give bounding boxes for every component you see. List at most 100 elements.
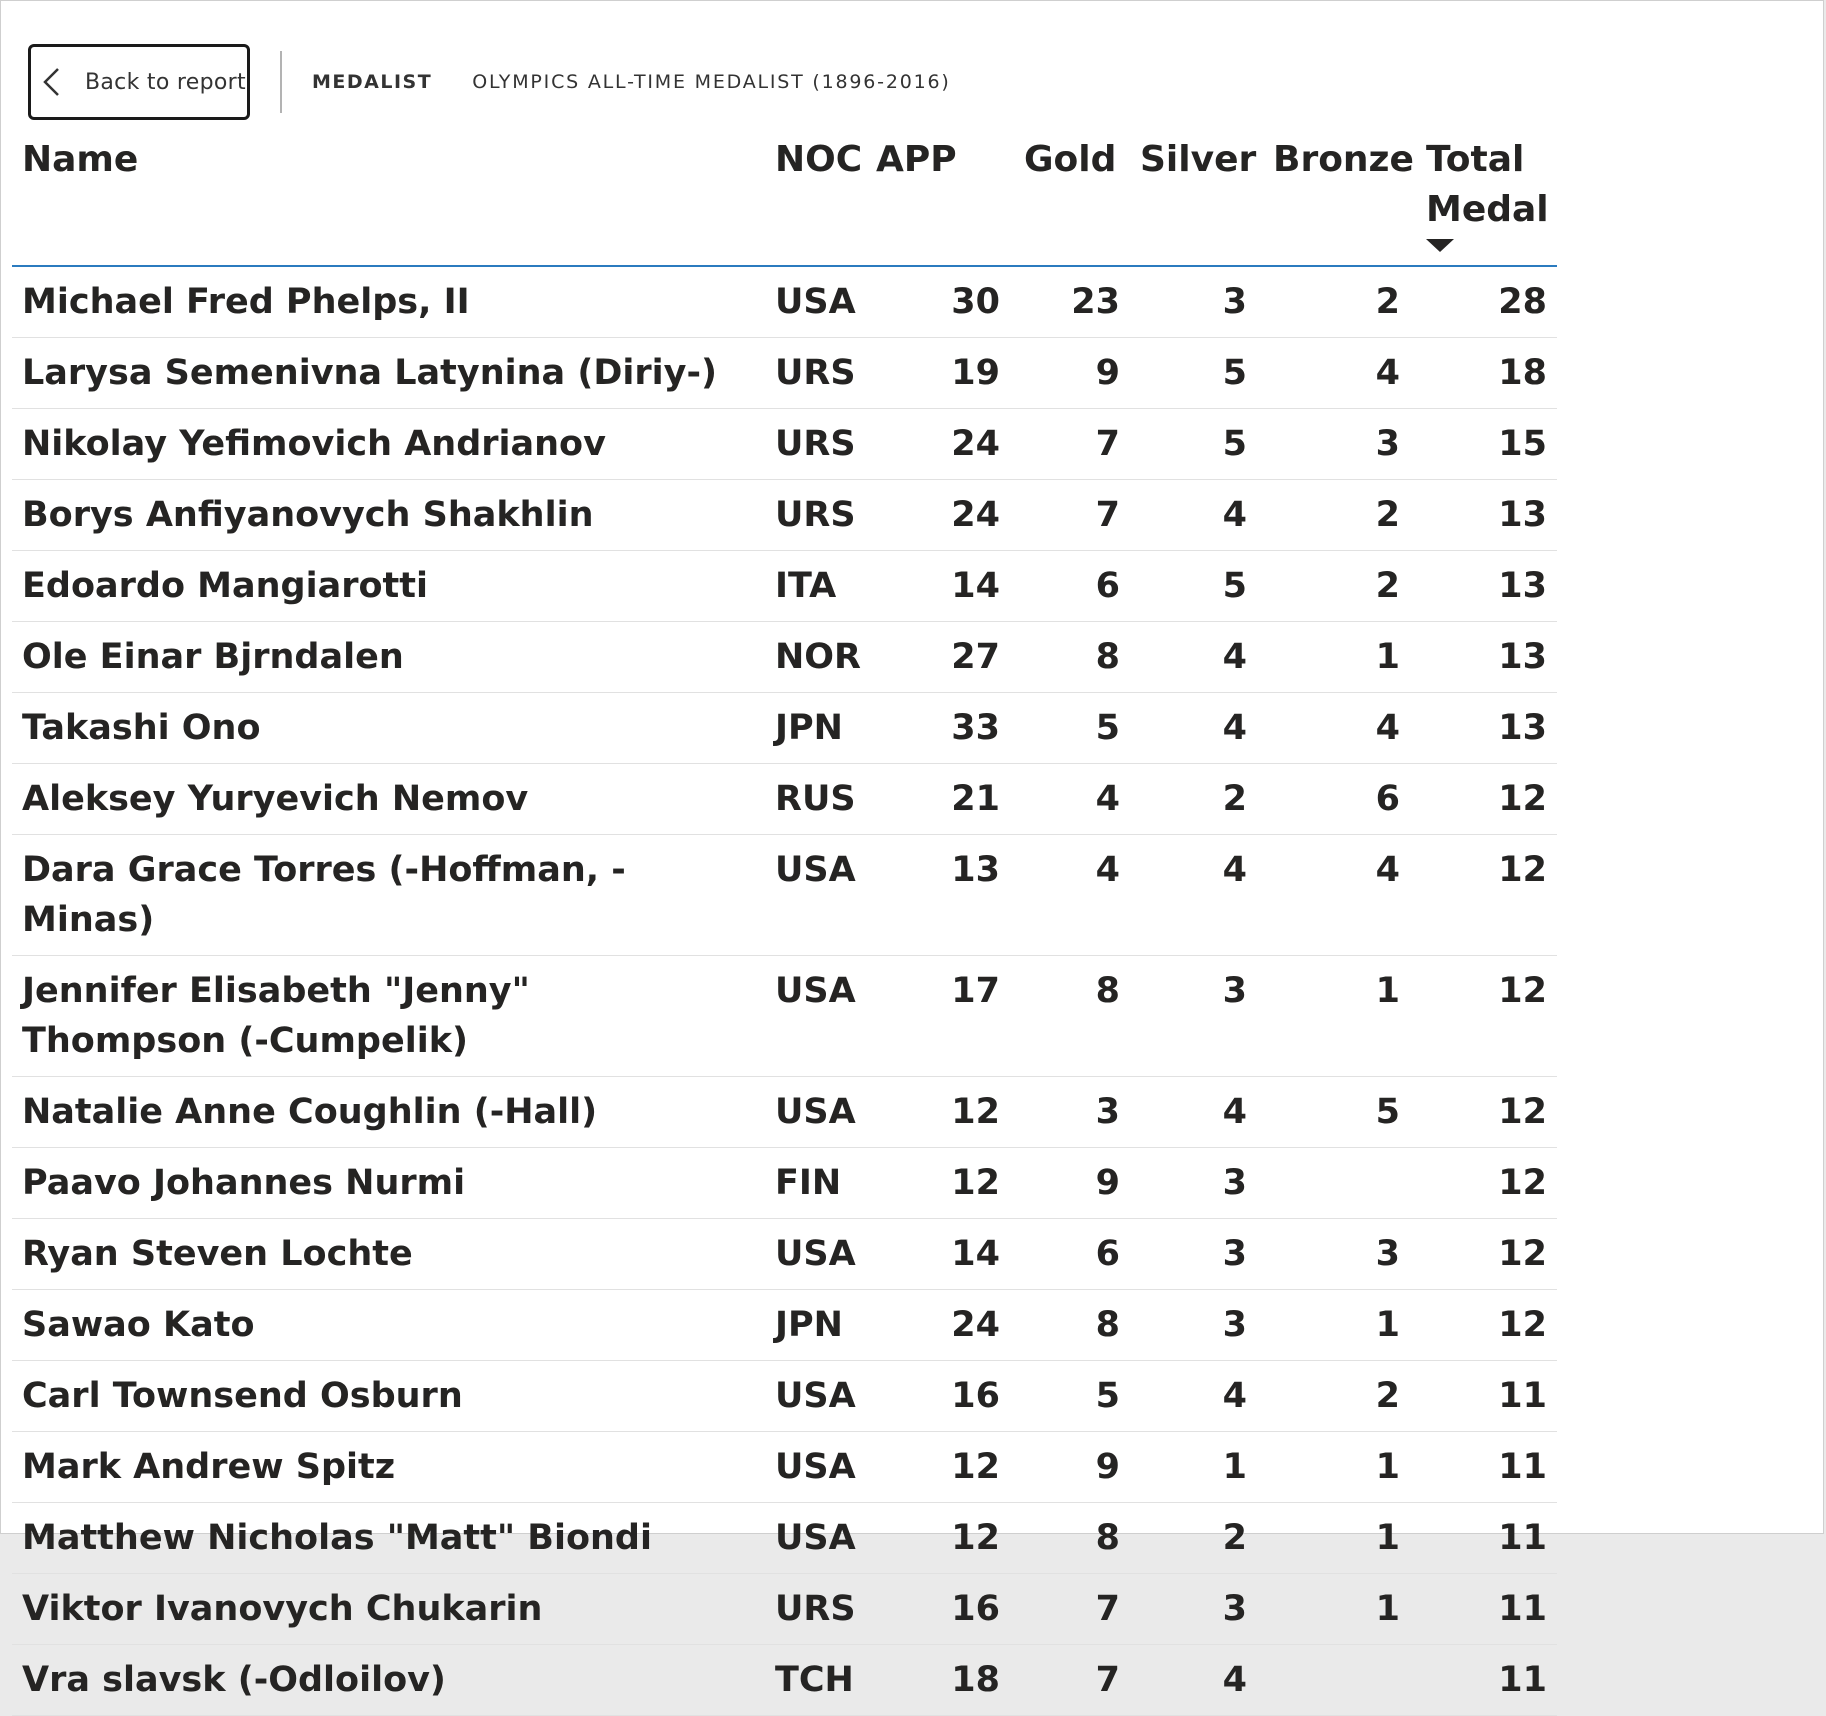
cell-bronze: [1257, 1644, 1410, 1716]
table-row[interactable]: Aleksey Yuryevich Nemov RUS 21 4 2 6 12: [12, 763, 1557, 835]
cell-gold: 23: [1010, 266, 1130, 338]
cell-gold: 8: [1010, 621, 1130, 693]
cell-gold: 7: [1010, 1573, 1130, 1645]
table-row[interactable]: Edoardo Mangiarotti ITA 14 6 5 2 13: [12, 550, 1557, 622]
breadcrumb-page[interactable]: MEDALIST: [312, 71, 433, 93]
column-header-silver[interactable]: Silver: [1130, 135, 1257, 267]
cell-total: 13: [1410, 479, 1557, 551]
cell-gold: 6: [1010, 1218, 1130, 1290]
table-row[interactable]: Dara Grace Torres (-Hoffman, -Minas) USA 1…: [12, 834, 1557, 956]
cell-bronze: 1: [1257, 1502, 1410, 1574]
cell-name: Matthew Nicholas "Matt" Biondi: [12, 1502, 765, 1574]
cell-bronze: 3: [1257, 408, 1410, 480]
cell-silver: 4: [1130, 479, 1257, 551]
cell-name: Jennifer Elisabeth "Jenny" Thompson (-Cu…: [12, 955, 765, 1077]
cell-noc: USA: [765, 1076, 872, 1148]
column-header-bronze[interactable]: Bronze: [1257, 135, 1414, 267]
cell-app: 18: [872, 1644, 1010, 1716]
cell-noc: URS: [765, 1573, 872, 1645]
cell-total: 13: [1410, 692, 1557, 764]
cell-bronze: 4: [1257, 337, 1410, 409]
cell-name: Mark Andrew Spitz: [12, 1431, 765, 1503]
header-row: Name NOC APP Gold Silver Bronze Total Me…: [12, 135, 1557, 267]
cell-total: 13: [1410, 621, 1557, 693]
cell-silver: 2: [1130, 763, 1257, 835]
cell-bronze: [1257, 1147, 1410, 1219]
cell-silver: 5: [1130, 337, 1257, 409]
back-to-report-label: Back to report: [85, 69, 246, 95]
cell-noc: USA: [765, 955, 872, 1077]
cell-total: 12: [1410, 1218, 1557, 1290]
back-to-report-button[interactable]: Back to report: [28, 44, 250, 120]
cell-name: Dara Grace Torres (-Hoffman, -Minas): [12, 834, 765, 956]
table-row[interactable]: Ryan Steven Lochte USA 14 6 3 3 12: [12, 1218, 1557, 1290]
cell-noc: NOR: [765, 621, 872, 693]
cell-app: 12: [872, 1076, 1010, 1148]
cell-total: 11: [1410, 1573, 1557, 1645]
table-row[interactable]: Carl Townsend Osburn USA 16 5 4 2 11: [12, 1360, 1557, 1432]
column-header-app[interactable]: APP: [872, 135, 1010, 267]
cell-noc: ITA: [765, 550, 872, 622]
table-row[interactable]: Sawao Kato JPN 24 8 3 1 12: [12, 1289, 1557, 1361]
table-row[interactable]: Jennifer Elisabeth "Jenny" Thompson (-Cu…: [12, 955, 1557, 1077]
cell-noc: USA: [765, 834, 872, 956]
table-row[interactable]: Larysa Semenivna Latynina (Diriy-) URS 19 9…: [12, 337, 1557, 409]
cell-total: 12: [1410, 763, 1557, 835]
cell-noc: URS: [765, 337, 872, 409]
table-row[interactable]: Vra slavsk (-Odloilov) TCH 18 7 4 11: [12, 1644, 1557, 1716]
table-row[interactable]: Paavo Johannes Nurmi FIN 12 9 3 12: [12, 1147, 1557, 1219]
cell-app: 12: [872, 1431, 1010, 1503]
cell-total: 12: [1410, 1076, 1557, 1148]
table-row[interactable]: Nikolay Yefimovich Andrianov URS 24 7 5 3 15: [12, 408, 1557, 480]
column-header-total-medal[interactable]: Total Medal: [1410, 135, 1557, 267]
cell-silver: 3: [1130, 955, 1257, 1077]
cell-app: 16: [872, 1360, 1010, 1432]
cell-app: 24: [872, 408, 1010, 480]
medalist-table: Name NOC APP Gold Silver Bronze Total Me…: [12, 135, 1557, 1716]
table-row[interactable]: Natalie Anne Coughlin (-Hall) USA 12 3 4 5 12: [12, 1076, 1557, 1148]
cell-bronze: 2: [1257, 1360, 1410, 1432]
cell-name: Borys Anfiyanovych Shakhlin: [12, 479, 765, 551]
cell-noc: JPN: [765, 1289, 872, 1361]
cell-app: 27: [872, 621, 1010, 693]
cell-name: Aleksey Yuryevich Nemov: [12, 763, 765, 835]
column-header-gold[interactable]: Gold: [1010, 135, 1130, 267]
table-row[interactable]: Viktor Ivanovych Chukarin URS 16 7 3 1 11: [12, 1573, 1557, 1645]
cell-app: 24: [872, 1289, 1010, 1361]
table-row[interactable]: Borys Anfiyanovych Shakhlin URS 24 7 4 2 13: [12, 479, 1557, 551]
cell-silver: 3: [1130, 1573, 1257, 1645]
column-header-name[interactable]: Name: [12, 135, 765, 267]
cell-gold: 5: [1010, 1360, 1130, 1432]
table-row[interactable]: Mark Andrew Spitz USA 12 9 1 1 11: [12, 1431, 1557, 1503]
cell-noc: JPN: [765, 692, 872, 764]
cell-name: Ole Einar Bjrndalen: [12, 621, 765, 693]
cell-gold: 8: [1010, 955, 1130, 1077]
table-row[interactable]: Matthew Nicholas "Matt" Biondi USA 12 8 2 1 11: [12, 1502, 1557, 1574]
table-row[interactable]: Michael Fred Phelps, II USA 30 23 3 2 28: [12, 266, 1557, 338]
table-row[interactable]: Takashi Ono JPN 33 5 4 4 13: [12, 692, 1557, 764]
cell-bronze: 2: [1257, 266, 1410, 338]
cell-bronze: 3: [1257, 1218, 1410, 1290]
cell-app: 30: [872, 266, 1010, 338]
cell-gold: 3: [1010, 1076, 1130, 1148]
column-header-noc[interactable]: NOC: [765, 135, 872, 267]
cell-noc: URS: [765, 408, 872, 480]
cell-app: 33: [872, 692, 1010, 764]
cell-total: 15: [1410, 408, 1557, 480]
cell-total: 28: [1410, 266, 1557, 338]
cell-bronze: 6: [1257, 763, 1410, 835]
table-row[interactable]: Ole Einar Bjrndalen NOR 27 8 4 1 13: [12, 621, 1557, 693]
cell-silver: 4: [1130, 1644, 1257, 1716]
cell-bronze: 5: [1257, 1076, 1410, 1148]
toolbar-divider: [280, 51, 282, 113]
cell-app: 17: [872, 955, 1010, 1077]
cell-total: 12: [1410, 955, 1557, 1077]
cell-name: Viktor Ivanovych Chukarin: [12, 1573, 765, 1645]
cell-silver: 4: [1130, 1360, 1257, 1432]
chevron-left-icon: [43, 68, 59, 96]
cell-bronze: 4: [1257, 834, 1410, 956]
cell-total: 12: [1410, 834, 1557, 956]
cell-noc: TCH: [765, 1644, 872, 1716]
breadcrumb-report[interactable]: OLYMPICS ALL-TIME MEDALIST (1896-2016): [472, 71, 951, 93]
